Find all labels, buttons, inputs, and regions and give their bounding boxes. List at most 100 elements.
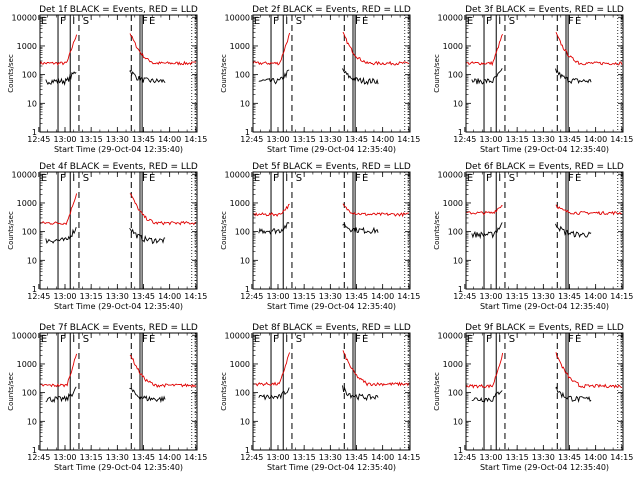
events-series-line bbox=[258, 221, 379, 235]
x-tick-label: 13:45 bbox=[345, 135, 368, 144]
panel-5: Det 5f BLACK = Events, RED = LLD Counts/s… bbox=[220, 162, 420, 311]
panel-title: Det 2f BLACK = Events, RED = LLD bbox=[252, 5, 411, 15]
y-tick-label: 10 bbox=[453, 99, 463, 108]
marker-label: S bbox=[83, 334, 89, 345]
marker-label: I bbox=[72, 334, 75, 345]
marker-label: S bbox=[83, 16, 89, 27]
x-axis-label: Start Time (29-Oct-04 12:35:40) bbox=[480, 145, 609, 154]
y-axis-label: Counts/sec bbox=[7, 54, 15, 93]
y-tick-label: 100 bbox=[448, 228, 463, 237]
x-tick-label: 13:30 bbox=[532, 292, 555, 301]
marker-label: E bbox=[41, 173, 47, 184]
events-series-line bbox=[471, 386, 592, 403]
y-tick-label: 1000 bbox=[17, 42, 37, 51]
y-tick-label: 10 bbox=[453, 417, 463, 426]
marker-label: F bbox=[60, 16, 66, 27]
x-tick-label: 13:15 bbox=[293, 453, 316, 462]
x-tick-label: 14:15 bbox=[397, 135, 420, 144]
plot-area bbox=[40, 15, 197, 132]
plot-frame bbox=[39, 332, 198, 451]
x-tick-label: 14:15 bbox=[610, 292, 633, 301]
marker-label: S bbox=[296, 334, 302, 345]
panel-title: Det 1f BLACK = Events, RED = LLD bbox=[39, 5, 198, 15]
marker-label: S bbox=[509, 16, 515, 27]
marker-label: E bbox=[467, 16, 473, 27]
x-tick-label: 13:00 bbox=[266, 453, 289, 462]
marker-label: F bbox=[355, 16, 361, 27]
x-tick-label: 12:45 bbox=[453, 453, 476, 462]
plot-area bbox=[466, 15, 623, 132]
marker-label: I bbox=[498, 16, 501, 27]
x-tick-label: 14:00 bbox=[158, 453, 181, 462]
panel-9: Det 9f BLACK = Events, RED = LLD Counts/s… bbox=[433, 323, 633, 472]
x-tick-label: 13:00 bbox=[53, 135, 76, 144]
y-tick-label: 1000 bbox=[230, 199, 250, 208]
panel-3: Det 3f BLACK = Events, RED = LLD Counts/s… bbox=[433, 5, 633, 154]
y-tick-label: 1000 bbox=[443, 360, 463, 369]
panel-title: Det 5f BLACK = Events, RED = LLD bbox=[252, 162, 411, 172]
lld-series-line bbox=[40, 353, 197, 388]
x-tick-label: 14:15 bbox=[184, 453, 207, 462]
x-tick-label: 13:30 bbox=[532, 453, 555, 462]
marker-label: F bbox=[273, 334, 279, 345]
panel-4: Det 4f BLACK = Events, RED = LLD Counts/s… bbox=[7, 162, 207, 311]
y-tick-label: 10000 bbox=[12, 331, 37, 340]
x-tick-label: 13:15 bbox=[293, 292, 316, 301]
marker-label: F bbox=[486, 16, 492, 27]
marker-label: E bbox=[149, 16, 155, 27]
marker-label: E bbox=[254, 16, 260, 27]
y-tick-label: 10000 bbox=[225, 170, 250, 179]
x-axis-label: Start Time (29-Oct-04 12:35:40) bbox=[267, 145, 396, 154]
x-tick-label: 13:45 bbox=[345, 292, 368, 301]
y-tick-label: 10000 bbox=[225, 13, 250, 22]
x-tick-label: 12:45 bbox=[27, 135, 50, 144]
x-tick-label: 14:00 bbox=[371, 453, 394, 462]
marker-label: I bbox=[285, 334, 288, 345]
marker-label: S bbox=[83, 173, 89, 184]
y-tick-label: 100 bbox=[22, 389, 37, 398]
events-series-line bbox=[45, 70, 166, 86]
x-tick-label: 13:30 bbox=[319, 292, 342, 301]
lld-series-line bbox=[40, 33, 197, 66]
marker-label: E bbox=[362, 16, 368, 27]
x-tick-label: 14:00 bbox=[584, 292, 607, 301]
marker-label: F bbox=[355, 334, 361, 345]
events-series-line bbox=[45, 226, 166, 245]
y-tick-label: 10 bbox=[240, 99, 250, 108]
x-tick-label: 14:00 bbox=[584, 453, 607, 462]
x-tick-label: 13:30 bbox=[106, 453, 129, 462]
y-tick-label: 1 bbox=[32, 128, 37, 137]
x-tick-label: 13:45 bbox=[132, 453, 155, 462]
x-tick-label: 13:00 bbox=[479, 135, 502, 144]
x-tick-label: 12:45 bbox=[453, 292, 476, 301]
marker-label: E bbox=[575, 173, 581, 184]
marker-label: F bbox=[486, 334, 492, 345]
x-tick-label: 14:00 bbox=[158, 135, 181, 144]
y-tick-label: 10 bbox=[27, 417, 37, 426]
x-tick-label: 13:00 bbox=[479, 453, 502, 462]
marker-label: F bbox=[142, 173, 148, 184]
panel-title: Det 6f BLACK = Events, RED = LLD bbox=[465, 162, 624, 172]
y-tick-label: 1 bbox=[245, 128, 250, 137]
y-tick-label: 10 bbox=[240, 256, 250, 265]
panel-title: Det 8f BLACK = Events, RED = LLD bbox=[252, 323, 411, 333]
panel-6: Det 6f BLACK = Events, RED = LLD Counts/s… bbox=[433, 162, 633, 311]
plot-frame bbox=[252, 332, 411, 451]
x-tick-label: 13:30 bbox=[319, 453, 342, 462]
marker-label: F bbox=[142, 334, 148, 345]
y-axis-label: Counts/sec bbox=[433, 372, 441, 411]
marker-label: F bbox=[486, 173, 492, 184]
x-tick-label: 12:45 bbox=[27, 292, 50, 301]
x-tick-label: 13:15 bbox=[80, 292, 103, 301]
marker-label: E bbox=[41, 334, 47, 345]
y-tick-label: 10000 bbox=[12, 170, 37, 179]
y-tick-label: 10000 bbox=[12, 13, 37, 22]
plot-area bbox=[466, 333, 623, 450]
x-tick-label: 13:30 bbox=[106, 135, 129, 144]
x-tick-label: 12:45 bbox=[240, 292, 263, 301]
lld-series-line bbox=[40, 193, 197, 226]
plot-area bbox=[253, 333, 410, 450]
panel-8: Det 8f BLACK = Events, RED = LLD Counts/s… bbox=[220, 323, 420, 472]
y-tick-label: 10 bbox=[453, 256, 463, 265]
